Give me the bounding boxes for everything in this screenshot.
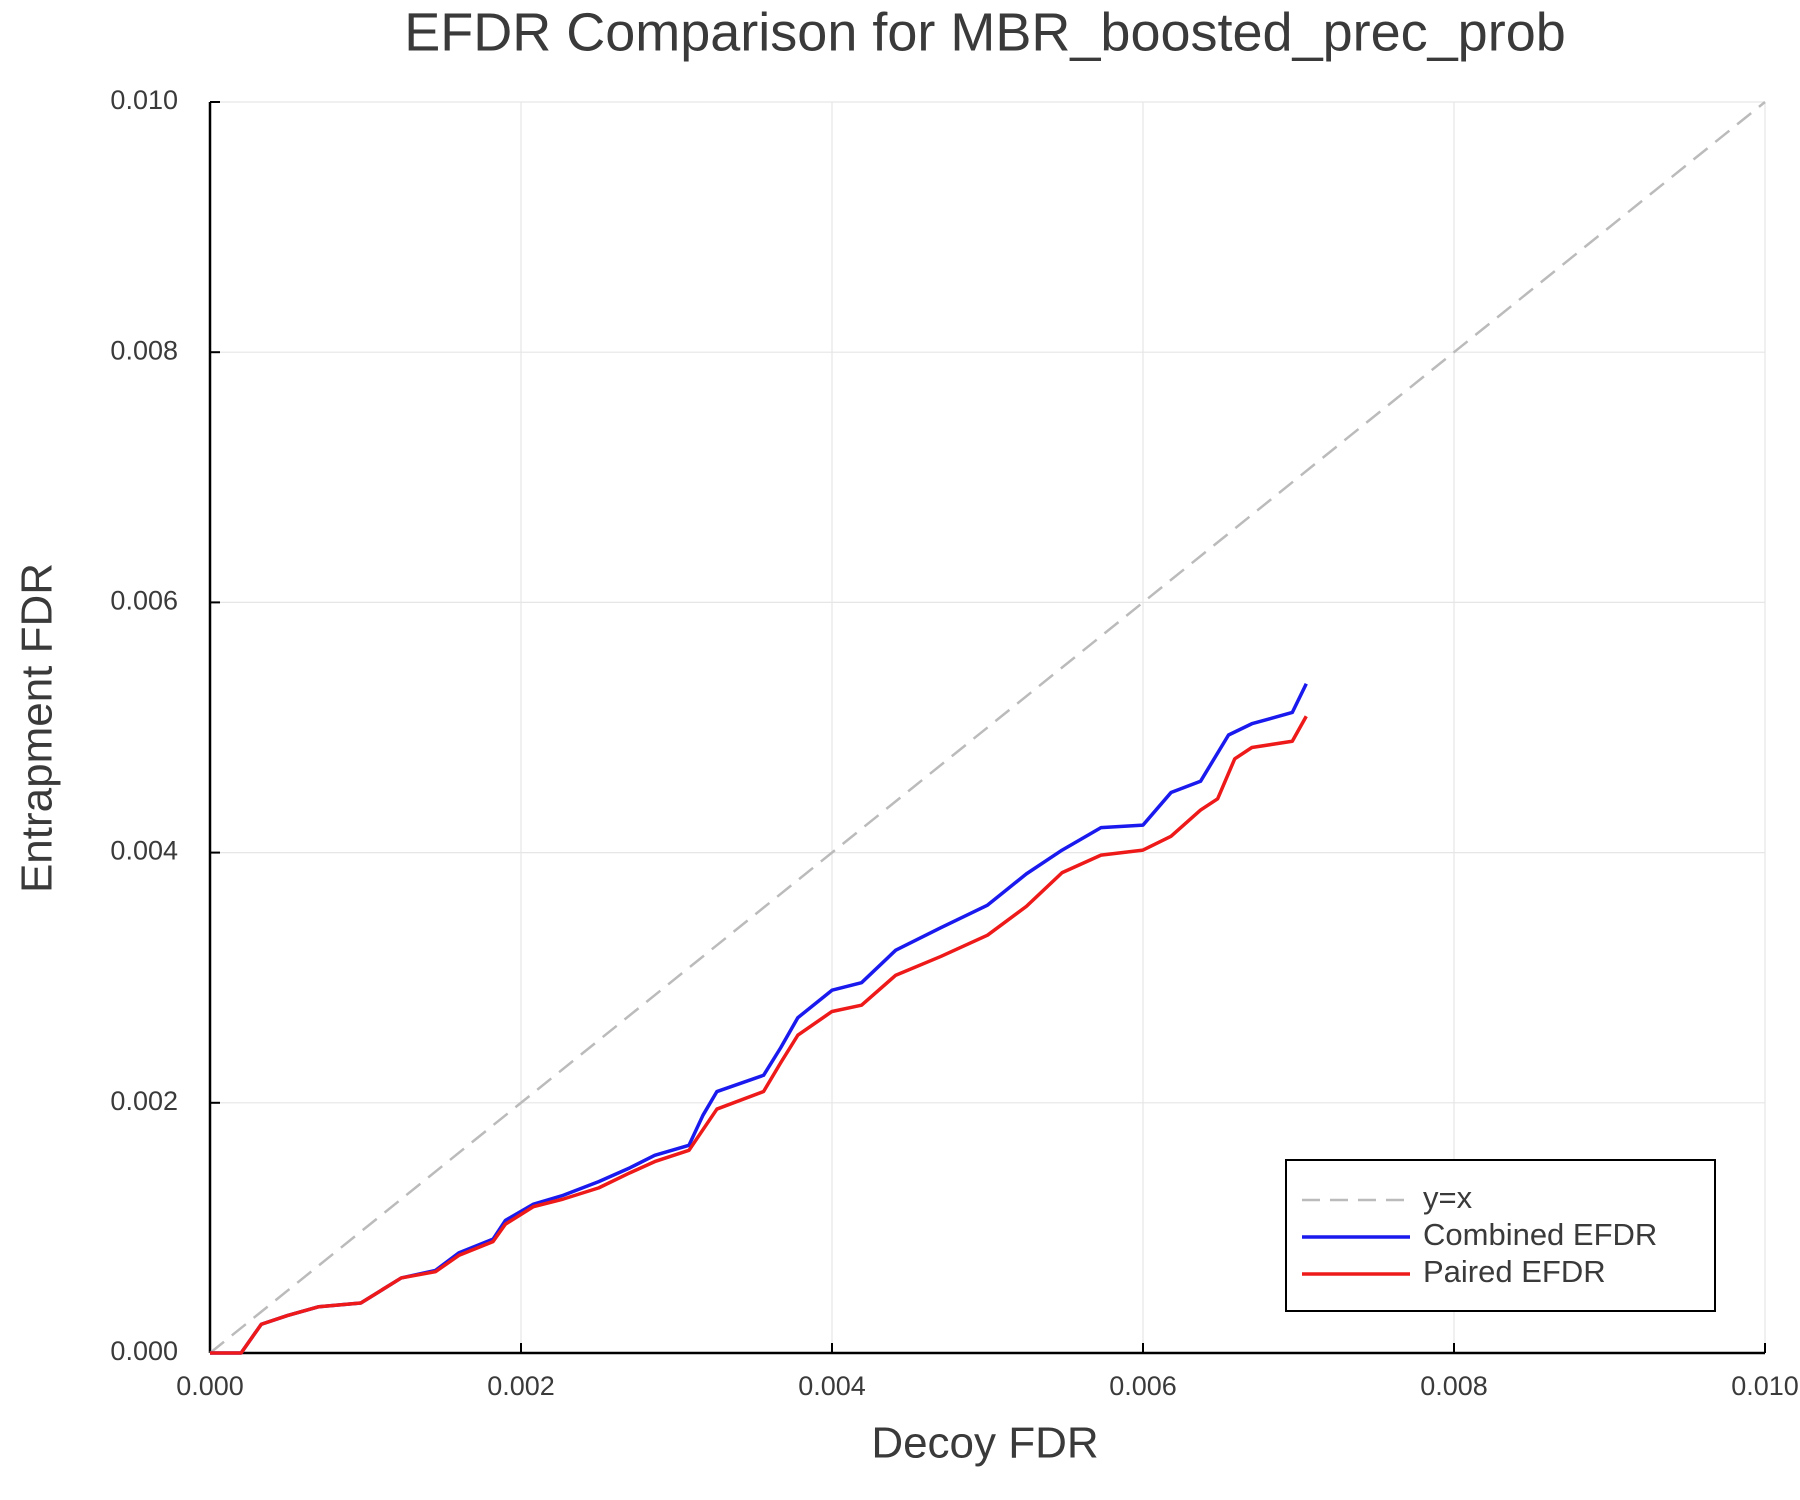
x-tick-label: 0.002 — [487, 1371, 555, 1401]
x-tick-label: 0.008 — [1420, 1371, 1488, 1401]
series-line — [209, 101, 1766, 1354]
x-tick-label: 0.010 — [1731, 1371, 1799, 1401]
series-line — [210, 715, 1308, 1355]
y-tick-label: 0.010 — [110, 85, 178, 115]
x-tick-label: 0.006 — [1109, 1371, 1177, 1401]
y-tick-label: 0.002 — [110, 1086, 178, 1116]
y-tick-label: 0.004 — [110, 836, 178, 866]
chart-title: EFDR Comparison for MBR_boosted_prec_pro… — [404, 2, 1566, 62]
y-tick-label: 0.008 — [110, 335, 178, 365]
x-axis-label: Decoy FDR — [871, 1419, 1098, 1468]
y-tick-label: 0.000 — [110, 1336, 178, 1366]
y-tick-label: 0.006 — [110, 586, 178, 616]
legend-label: y=x — [1423, 1180, 1473, 1215]
y-axis-label: Entrapment FDR — [13, 563, 62, 893]
x-tick-label: 0.000 — [176, 1371, 244, 1401]
legend-label: Combined EFDR — [1423, 1217, 1657, 1252]
x-tick-label: 0.004 — [798, 1371, 866, 1401]
legend-label: Paired EFDR — [1423, 1254, 1606, 1289]
series-line — [210, 682, 1308, 1355]
